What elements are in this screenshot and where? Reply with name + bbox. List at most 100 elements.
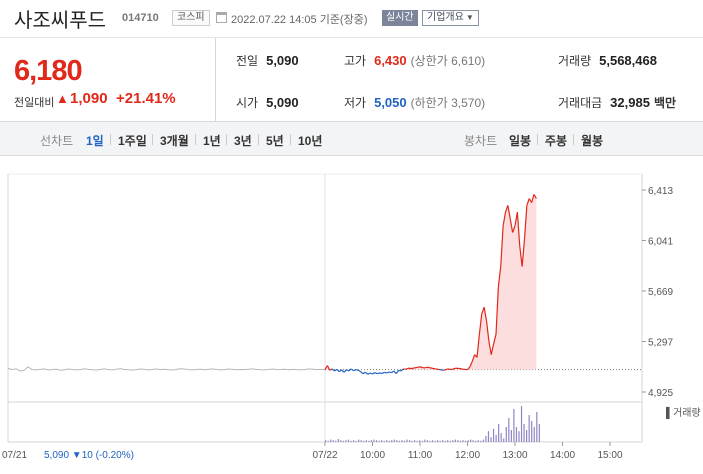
volume-bar bbox=[470, 439, 472, 442]
timestamp: 2022.07.22 14:05 기준(장중) bbox=[231, 14, 368, 26]
volume-bar bbox=[429, 440, 431, 442]
volume-bar bbox=[414, 440, 416, 442]
volume-bar bbox=[355, 440, 357, 442]
today-line-segment bbox=[512, 225, 516, 233]
today-line-segment bbox=[447, 368, 452, 371]
volume-bar bbox=[434, 440, 436, 442]
volume-bar bbox=[459, 440, 462, 442]
volume-bar bbox=[531, 421, 533, 442]
company-overview-button[interactable]: 기업개요 ▼ bbox=[422, 10, 479, 26]
tab-1y[interactable]: 1년 bbox=[203, 134, 221, 148]
y-tick-label: 5,297 bbox=[648, 338, 673, 349]
change-value: 1,090 bbox=[70, 90, 108, 107]
volume-bar bbox=[401, 440, 403, 442]
volume-bar bbox=[325, 440, 327, 442]
today-line-segment bbox=[478, 313, 483, 335]
today-line-segment bbox=[521, 239, 526, 267]
today-line-segment bbox=[483, 307, 488, 321]
prev-day-label: 07/21 bbox=[2, 450, 27, 461]
price-summary: 6,180 전일대비 ▲ 1,090 +21.41% 전일 5,090 고가 6,4… bbox=[0, 38, 703, 122]
volume-bar bbox=[523, 424, 525, 442]
header: 사조씨푸드 014710 코스피 2022.07.22 14:05 기준(장중)… bbox=[0, 0, 703, 38]
upper-limit: (상한가 6,610) bbox=[410, 54, 486, 68]
today-line-segment bbox=[415, 366, 421, 369]
tab-daily[interactable]: 일봉 bbox=[509, 134, 532, 148]
tab-1w[interactable]: 1주일 bbox=[118, 134, 147, 148]
tab-5y[interactable]: 5년 bbox=[266, 134, 284, 148]
today-line-segment bbox=[476, 334, 480, 358]
tab-3m[interactable]: 3개월 bbox=[160, 134, 189, 148]
volume-bar bbox=[510, 430, 512, 442]
today-line-segment bbox=[364, 371, 369, 375]
tab-3y[interactable]: 3년 bbox=[234, 134, 252, 148]
volume-bar bbox=[454, 439, 456, 442]
x-tick-label: 14:00 bbox=[550, 450, 575, 461]
volume-bar bbox=[515, 427, 518, 442]
stock-name: 사조씨푸드 bbox=[14, 8, 106, 32]
volume-bar bbox=[388, 440, 390, 442]
market-badge: 코스피 bbox=[172, 10, 210, 26]
stat-prev-close: 전일 5,090 bbox=[236, 52, 299, 69]
today-line-segment bbox=[509, 218, 514, 233]
realtime-button[interactable]: 실시간 bbox=[382, 10, 418, 26]
volume-bar bbox=[462, 440, 464, 442]
today-line-segment bbox=[497, 266, 502, 287]
prev-day-close: 5,090 ▼10 (-0.20%) bbox=[44, 450, 134, 461]
today-line-segment bbox=[471, 354, 476, 362]
volume-bar bbox=[533, 427, 535, 442]
today-line-segment bbox=[377, 372, 380, 375]
stat-value: 5,568,468 bbox=[599, 53, 657, 68]
stat-value: 6,430 bbox=[374, 53, 407, 68]
today-line-segment bbox=[519, 245, 523, 267]
volume-bar bbox=[464, 440, 467, 442]
stat-value: 5,050 bbox=[374, 95, 407, 110]
volume-bar bbox=[518, 431, 520, 442]
today-line-segment bbox=[469, 361, 473, 368]
today-line-segment bbox=[329, 368, 333, 371]
today-line-segment bbox=[388, 371, 392, 374]
today-line-segment bbox=[459, 367, 464, 370]
volume-bar bbox=[495, 434, 497, 442]
calendar-icon bbox=[216, 12, 227, 23]
volume-bar bbox=[480, 440, 482, 442]
volume-bar bbox=[340, 440, 342, 442]
today-line-segment bbox=[507, 205, 511, 220]
volume-bar bbox=[485, 436, 487, 442]
volume-bar bbox=[482, 439, 484, 442]
today-line-segment bbox=[411, 366, 417, 370]
volume-bar bbox=[408, 440, 411, 442]
tab-monthly[interactable]: 월봉 bbox=[581, 134, 604, 148]
tab-10y[interactable]: 10년 bbox=[298, 134, 323, 148]
volume-bar bbox=[508, 418, 510, 442]
volume-bar bbox=[370, 440, 373, 442]
line-chart-label: 선차트 bbox=[40, 134, 74, 148]
volume-bar bbox=[347, 439, 350, 442]
today-line-segment bbox=[488, 340, 492, 355]
today-line-segment bbox=[372, 372, 376, 375]
today-line-segment bbox=[374, 372, 378, 375]
volume-bar bbox=[447, 440, 449, 442]
volume-bar bbox=[503, 438, 505, 442]
volume-bar bbox=[416, 440, 418, 442]
tab-1d[interactable]: 1일 bbox=[86, 134, 104, 148]
today-line-segment bbox=[336, 368, 340, 373]
volume-bar bbox=[393, 439, 395, 442]
volume-bar bbox=[492, 428, 495, 442]
volume-bar bbox=[378, 440, 380, 442]
volume-bar bbox=[411, 440, 413, 442]
today-line-segment bbox=[369, 372, 373, 375]
volume-bar bbox=[335, 440, 337, 442]
today-line-segment bbox=[398, 369, 402, 372]
volume-bar bbox=[449, 440, 451, 442]
x-tick-label: 15:00 bbox=[597, 450, 622, 461]
volume-bar bbox=[363, 440, 365, 442]
today-line-segment bbox=[326, 365, 331, 371]
volume-bar bbox=[487, 431, 490, 442]
volume-bar bbox=[475, 440, 477, 442]
tab-weekly[interactable]: 주봉 bbox=[545, 134, 568, 148]
today-line-segment bbox=[384, 371, 387, 374]
x-tick-label: 12:00 bbox=[455, 450, 480, 461]
divider bbox=[152, 134, 153, 145]
volume-bar bbox=[426, 440, 428, 442]
volume-bar bbox=[452, 440, 454, 442]
